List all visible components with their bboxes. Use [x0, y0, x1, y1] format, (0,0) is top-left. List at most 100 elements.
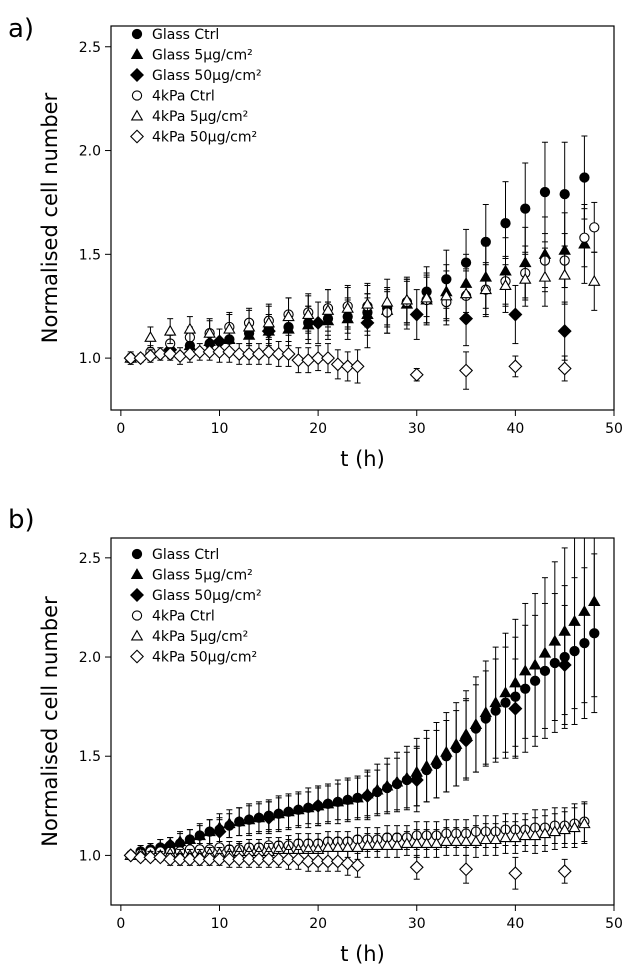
data-point	[173, 349, 188, 364]
data-point	[557, 864, 572, 879]
data-point	[557, 324, 572, 339]
legend-marker	[131, 610, 143, 621]
data-point	[508, 307, 523, 322]
legend-marker	[131, 548, 143, 560]
x-tick-label: 0	[116, 421, 125, 437]
data-point	[557, 361, 572, 376]
data-point	[459, 733, 474, 748]
y-tick-label: 2.0	[79, 144, 101, 160]
data-point	[261, 810, 276, 825]
legend-label: Glass Ctrl	[152, 547, 219, 563]
panel-label: b)	[8, 505, 35, 535]
data-point	[341, 793, 354, 805]
data-point	[538, 827, 552, 839]
y-tick-label: 1.0	[79, 848, 101, 864]
data-point	[499, 279, 512, 290]
data-point	[578, 817, 591, 829]
data-point	[281, 346, 296, 361]
legend-marker	[130, 129, 144, 144]
legend-label: 4kPa 5µg/cm²	[152, 109, 248, 125]
data-point	[232, 346, 247, 361]
series-5	[123, 848, 572, 890]
data-point	[252, 811, 266, 823]
x-tick-label: 0	[116, 916, 125, 932]
data-point	[409, 860, 424, 875]
legend-label: 4kPa Ctrl	[152, 89, 215, 105]
data-point	[548, 825, 562, 837]
series-0	[125, 135, 590, 364]
data-point	[272, 807, 285, 819]
data-point	[320, 351, 335, 366]
data-point	[500, 218, 511, 229]
data-point	[568, 614, 581, 626]
data-point	[518, 272, 532, 284]
data-point	[430, 753, 443, 765]
data-point	[242, 346, 257, 361]
data-point	[302, 308, 315, 320]
data-point	[409, 773, 424, 788]
data-point	[371, 783, 384, 795]
data-point	[361, 297, 374, 309]
data-point	[232, 852, 247, 867]
data-point	[302, 801, 315, 813]
data-point	[548, 634, 562, 646]
data-point	[351, 791, 364, 803]
data-point	[489, 833, 502, 845]
data-point	[222, 852, 237, 867]
x-tick-label: 40	[506, 421, 524, 437]
data-point	[193, 829, 207, 841]
data-point	[262, 316, 276, 328]
data-point	[202, 852, 217, 867]
data-point	[223, 322, 236, 334]
data-point	[400, 771, 414, 783]
data-point	[578, 605, 591, 616]
x-axis-label: t (h)	[340, 447, 385, 471]
data-point	[409, 367, 424, 382]
legend-marker	[130, 649, 144, 664]
data-point	[163, 852, 178, 867]
data-point	[192, 852, 207, 867]
data-point	[292, 803, 305, 815]
legend-marker	[130, 48, 144, 60]
data-point	[291, 852, 306, 867]
data-point	[281, 852, 296, 867]
x-tick-label: 40	[506, 916, 524, 932]
data-point	[420, 291, 433, 303]
y-tick-label: 2.5	[79, 40, 101, 56]
data-point	[400, 837, 414, 849]
data-point	[163, 346, 178, 361]
data-point	[579, 172, 590, 183]
data-point	[242, 852, 257, 867]
data-point	[341, 301, 354, 313]
data-point	[568, 821, 581, 833]
data-point	[469, 835, 483, 847]
data-point	[153, 850, 168, 865]
data-point	[202, 344, 217, 359]
data-point	[291, 353, 306, 368]
plot-frame	[110, 25, 615, 411]
data-point	[153, 346, 168, 361]
data-point	[409, 307, 424, 322]
data-point	[340, 359, 355, 374]
data-point	[508, 359, 523, 374]
data-point	[331, 795, 345, 807]
legend-marker	[131, 28, 143, 40]
data-point	[321, 797, 335, 809]
data-point	[430, 837, 443, 849]
data-point	[449, 737, 463, 749]
legend-marker	[130, 588, 144, 602]
data-point	[330, 854, 345, 869]
x-tick-label: 10	[211, 421, 229, 437]
data-point	[420, 759, 433, 771]
chart-panel-a: a) 0 10 20 30 40 50 1.0 1.5 2.0 2.5 t (h) Normalised…	[8, 14, 623, 471]
data-point	[144, 330, 157, 342]
data-point	[380, 295, 394, 307]
data-point	[390, 839, 404, 851]
data-point	[449, 835, 463, 847]
data-point	[182, 852, 197, 867]
x-tick-label: 30	[408, 916, 426, 932]
data-point	[479, 706, 493, 718]
data-point	[340, 856, 355, 871]
data-point	[380, 839, 394, 851]
